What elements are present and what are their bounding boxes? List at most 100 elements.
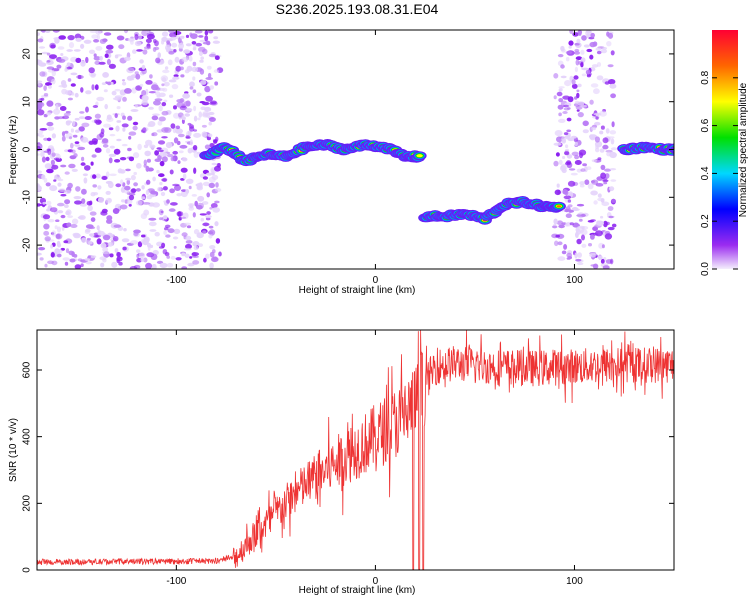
noise-blob (595, 113, 600, 117)
noise-blob (590, 83, 599, 88)
noise-blob (77, 146, 86, 151)
noise-blob (130, 174, 136, 181)
noise-blob (41, 30, 46, 33)
noise-blob (74, 92, 79, 98)
noise-blob (56, 176, 62, 180)
noise-blob (136, 257, 143, 263)
noise-blob (168, 30, 175, 33)
noise-blob (49, 207, 58, 213)
noise-blob (133, 171, 137, 176)
noise-blob (130, 39, 134, 45)
noise-blob (146, 158, 151, 163)
noise-blob (109, 133, 116, 137)
colorbar-tick-label: 0.2 (700, 214, 711, 228)
noise-blob (89, 30, 98, 34)
noise-blob (135, 73, 141, 80)
noise-blob (107, 81, 112, 86)
noise-blob (50, 159, 56, 166)
noise-blob (108, 157, 113, 164)
x-tick-label: 0 (373, 275, 379, 286)
noise-blob (565, 161, 571, 166)
noise-blob (133, 229, 141, 234)
noise-blob (71, 168, 78, 172)
noise-blob (558, 224, 565, 229)
noise-blob (78, 116, 86, 119)
noise-blob (132, 121, 139, 126)
noise-blob (74, 200, 82, 205)
noise-blob (574, 160, 582, 165)
noise-blob (39, 257, 44, 261)
noise-blob (593, 88, 600, 95)
noise-blob (85, 228, 91, 233)
noise-blob (166, 262, 174, 268)
noise-blob (597, 157, 602, 161)
noise-blob (46, 137, 52, 142)
noise-blob (80, 162, 86, 166)
noise-blob (147, 123, 151, 127)
noise-blob (571, 79, 576, 85)
noise-blob (558, 86, 565, 89)
noise-blob (170, 123, 176, 129)
noise-blob (74, 117, 80, 121)
noise-blob (207, 72, 212, 79)
noise-blob (145, 38, 152, 44)
snr-axes: -100 0 100 0 200 400 600 (22, 330, 674, 587)
noise-blob (192, 260, 200, 265)
noise-blob (137, 143, 142, 151)
noise-blob (70, 72, 78, 76)
noise-blob (45, 182, 51, 187)
noise-blob (80, 263, 84, 268)
noise-blob (131, 87, 137, 94)
noise-blob (50, 44, 56, 49)
noise-blob (90, 161, 94, 166)
noise-blob (122, 246, 127, 251)
noise-blob (158, 149, 164, 153)
noise-blob (189, 86, 194, 90)
noise-blob (163, 230, 167, 236)
noise-blob (216, 163, 221, 168)
noise-blob (584, 179, 590, 185)
colorbar-tick-label: 0.4 (700, 166, 711, 180)
noise-blob (566, 117, 572, 122)
noise-blob (60, 193, 67, 197)
noise-blob (66, 66, 73, 70)
signal-mark (675, 148, 681, 151)
spectrogram-x-axis-label: Height of straight line (km) (299, 285, 416, 296)
noise-blob (116, 106, 121, 110)
noise-blob (116, 35, 125, 41)
noise-blob (92, 184, 97, 188)
noise-blob (105, 197, 112, 204)
noise-blob (183, 49, 191, 54)
noise-blob (103, 32, 112, 36)
noise-blob (128, 156, 135, 162)
noise-blob (192, 241, 200, 247)
noise-blob (122, 96, 127, 102)
noise-blob (79, 111, 85, 114)
noise-blob (141, 100, 149, 106)
noise-blob (67, 35, 75, 41)
noise-blob (96, 96, 105, 102)
noise-blob (587, 220, 595, 223)
noise-blob (179, 105, 188, 111)
noise-blob (563, 195, 572, 200)
noise-blob (208, 30, 214, 34)
noise-blob (46, 112, 52, 116)
noise-blob (113, 224, 122, 228)
noise-blob (59, 106, 67, 111)
x-tick-label: 0 (373, 576, 379, 587)
noise-blob (199, 68, 205, 75)
noise-blob (56, 253, 62, 258)
noise-blob (39, 128, 48, 131)
noise-blob (589, 54, 594, 60)
noise-blob (187, 122, 192, 126)
noise-blob (149, 74, 153, 79)
noise-blob (170, 36, 177, 41)
noise-blob (46, 168, 54, 174)
noise-blob (120, 179, 124, 186)
noise-blob (71, 149, 76, 154)
noise-blob (590, 234, 595, 240)
noise-blob (67, 182, 73, 189)
noise-blob (170, 156, 175, 162)
noise-blob (146, 252, 155, 258)
snr-frame (36, 329, 675, 571)
